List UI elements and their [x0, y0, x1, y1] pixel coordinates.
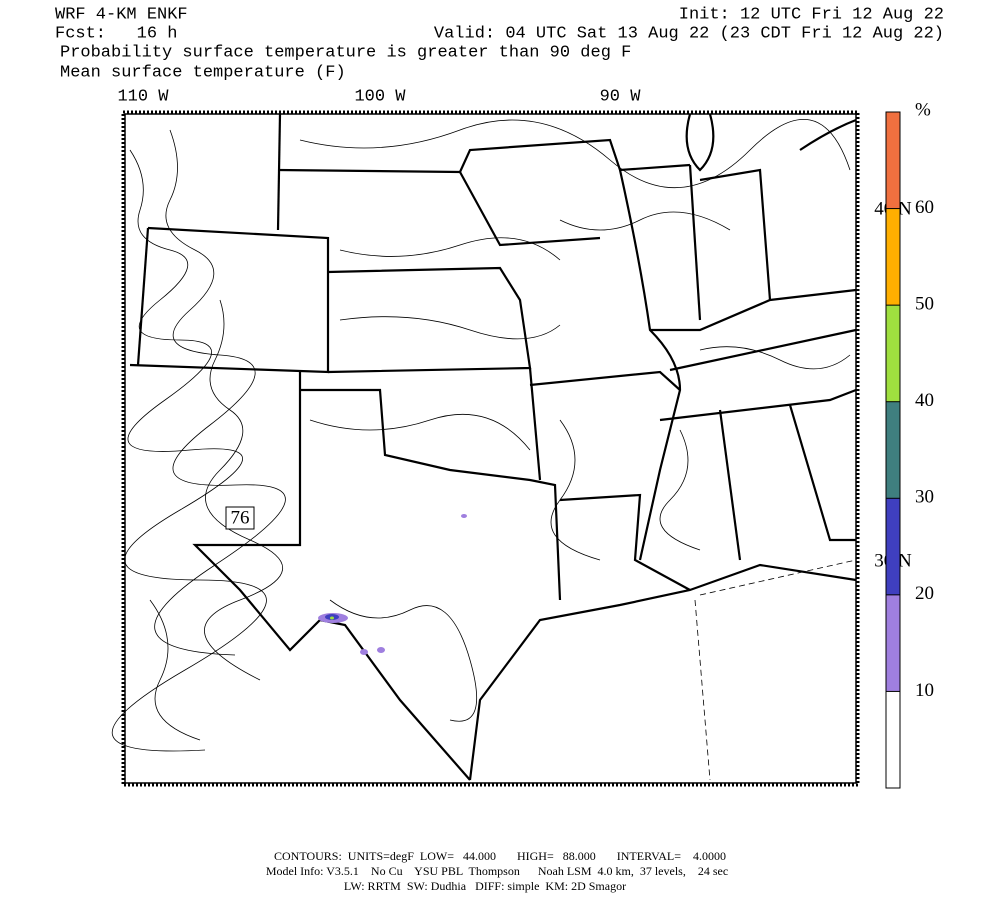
contour-title: Mean surface temperature (F) [60, 63, 346, 82]
contour-label-box [225, 506, 255, 530]
map-frame [121, 110, 860, 787]
colorbar-tick-label: 10 [915, 680, 934, 701]
map: 76 40 N 30 N [111, 110, 912, 787]
forecast-hour: Fcst: 16 h [55, 24, 177, 43]
lon-label: 100 W [354, 87, 406, 106]
colorbar-segment [886, 112, 900, 209]
colorbar-segment [886, 401, 900, 499]
colorbar-tick-label: 30 [915, 487, 934, 508]
colorbar-tick-label: 50 [915, 294, 934, 315]
footer-physics: LW: RRTM SW: Dudhia DIFF: simple KM: 2D … [344, 879, 626, 893]
colorbar: 10 20 30 40 50 60 [885, 111, 934, 789]
contour-label: 76 [231, 507, 250, 528]
state-borders [129, 113, 857, 781]
colorbar-segment [886, 498, 900, 595]
colorbar-tick-label: 40 [915, 390, 934, 411]
lon-label: 110 W [117, 87, 169, 106]
footer-contours: CONTOURS: UNITS=degF LOW= 44.000 HIGH= 8… [274, 849, 726, 863]
init-time: Init: 12 UTC Fri 12 Aug 22 [679, 5, 944, 24]
field-title: Probability surface temperature is great… [60, 43, 631, 62]
footer-model-info: Model Info: V3.5.1 No Cu YSU PBL Thompso… [266, 864, 728, 878]
colorbar-tick-label: 20 [915, 583, 934, 604]
colorbar-tick-label: 60 [915, 197, 934, 218]
probability-shading [318, 514, 467, 655]
colorbar-frame [885, 111, 901, 789]
contours [111, 119, 851, 752]
map-inner-frame [124, 113, 857, 784]
colorbar-segment [886, 691, 900, 788]
lon-label: 90 W [600, 87, 642, 106]
colorbar-segment [886, 305, 900, 402]
colorbar-segment [886, 594, 900, 692]
valid-time: Valid: 04 UTC Sat 13 Aug 22 (23 CDT Fri … [434, 24, 944, 43]
colorbar-unit: % [915, 99, 931, 120]
model-title: WRF 4-KM ENKF [55, 5, 188, 24]
colorbar-segment [886, 208, 900, 306]
